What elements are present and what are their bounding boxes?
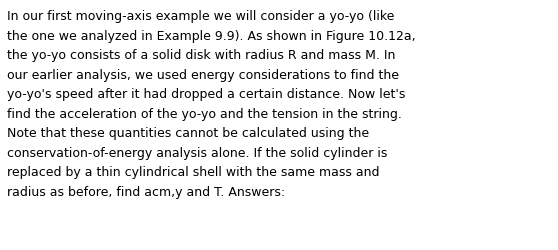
Text: In our first moving-axis example we will consider a yo-yo (like
the one we analy: In our first moving-axis example we will… bbox=[7, 10, 416, 198]
